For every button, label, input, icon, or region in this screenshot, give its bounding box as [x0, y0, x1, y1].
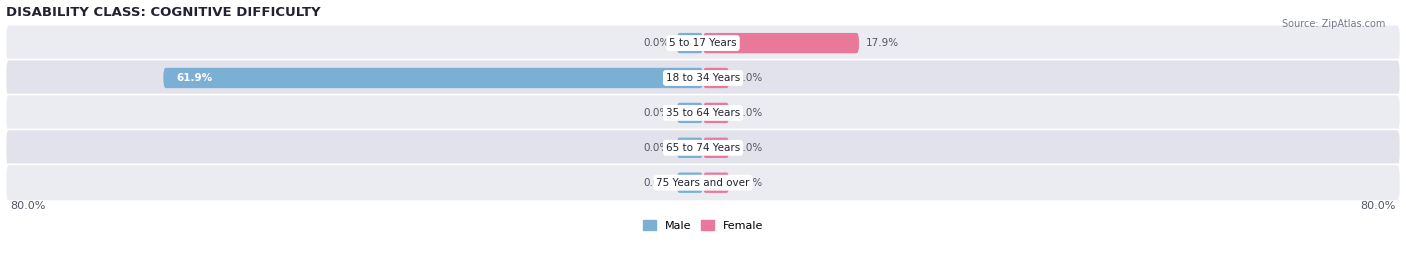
FancyBboxPatch shape	[163, 68, 703, 88]
Text: 0.0%: 0.0%	[737, 108, 762, 118]
Text: 0.0%: 0.0%	[737, 143, 762, 153]
Text: Source: ZipAtlas.com: Source: ZipAtlas.com	[1281, 19, 1385, 29]
FancyBboxPatch shape	[703, 172, 730, 193]
FancyBboxPatch shape	[6, 25, 1400, 62]
FancyBboxPatch shape	[676, 172, 703, 193]
FancyBboxPatch shape	[703, 33, 859, 53]
Text: DISABILITY CLASS: COGNITIVE DIFFICULTY: DISABILITY CLASS: COGNITIVE DIFFICULTY	[6, 6, 321, 19]
Text: 0.0%: 0.0%	[644, 178, 669, 188]
Text: 35 to 64 Years: 35 to 64 Years	[666, 108, 740, 118]
Text: 18 to 34 Years: 18 to 34 Years	[666, 73, 740, 83]
FancyBboxPatch shape	[6, 60, 1400, 96]
FancyBboxPatch shape	[6, 164, 1400, 201]
Legend: Male, Female: Male, Female	[638, 216, 768, 236]
FancyBboxPatch shape	[703, 103, 730, 123]
Text: 0.0%: 0.0%	[737, 178, 762, 188]
Text: 5 to 17 Years: 5 to 17 Years	[669, 38, 737, 48]
FancyBboxPatch shape	[676, 138, 703, 158]
FancyBboxPatch shape	[676, 33, 703, 53]
FancyBboxPatch shape	[6, 94, 1400, 131]
Text: 65 to 74 Years: 65 to 74 Years	[666, 143, 740, 153]
FancyBboxPatch shape	[703, 68, 730, 88]
FancyBboxPatch shape	[6, 129, 1400, 166]
Text: 80.0%: 80.0%	[1361, 201, 1396, 211]
Text: 80.0%: 80.0%	[10, 201, 45, 211]
Text: 75 Years and over: 75 Years and over	[657, 178, 749, 188]
Text: 0.0%: 0.0%	[644, 108, 669, 118]
FancyBboxPatch shape	[676, 103, 703, 123]
Text: 17.9%: 17.9%	[866, 38, 900, 48]
Text: 0.0%: 0.0%	[737, 73, 762, 83]
FancyBboxPatch shape	[703, 138, 730, 158]
Text: 61.9%: 61.9%	[176, 73, 212, 83]
Text: 0.0%: 0.0%	[644, 143, 669, 153]
Text: 0.0%: 0.0%	[644, 38, 669, 48]
